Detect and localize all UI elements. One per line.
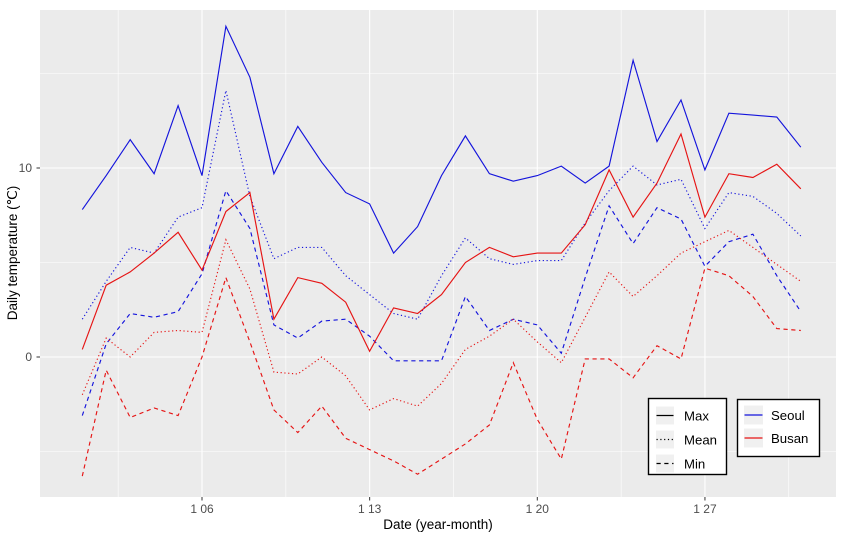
x-tick-label: 1 06 (190, 502, 214, 516)
legend-label-mean: Mean (684, 433, 717, 448)
y-tick-label: 0 (25, 350, 32, 364)
gridlines-major (40, 10, 836, 497)
series-line-seoul-max (81, 24, 802, 255)
y-axis-tick-labels: 0 10 (19, 161, 33, 364)
x-axis-tick-labels: 1 06 1 13 1 20 1 27 (190, 502, 717, 516)
gridlines-minor (40, 10, 836, 497)
legend-label-seoul: Seoul (771, 408, 805, 423)
legend-label-busan: Busan (771, 431, 808, 446)
y-tick-label: 10 (19, 161, 33, 175)
x-axis-title: Date (year-month) (383, 517, 493, 532)
x-tick-label: 1 27 (693, 502, 717, 516)
series-line-busan-max (81, 132, 802, 353)
legend-label-min: Min (684, 457, 705, 472)
y-axis-title: Daily temperature (℃) (5, 186, 20, 320)
temperature-lines (81, 24, 802, 477)
legend-linetype-box: Max Mean Min (647, 397, 728, 476)
series-line-busan-min (81, 267, 801, 477)
x-tick-label: 1 13 (358, 502, 382, 516)
legend-city-box: Seoul Busan (736, 398, 821, 458)
axis-tick-marks (36, 167, 706, 501)
legend-label-max: Max (684, 409, 709, 424)
x-tick-label: 1 20 (526, 502, 550, 516)
